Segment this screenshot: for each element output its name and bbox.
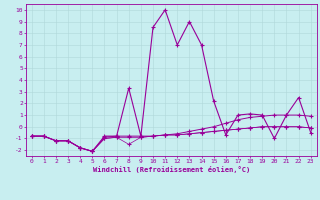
X-axis label: Windchill (Refroidissement éolien,°C): Windchill (Refroidissement éolien,°C) [92,166,250,173]
